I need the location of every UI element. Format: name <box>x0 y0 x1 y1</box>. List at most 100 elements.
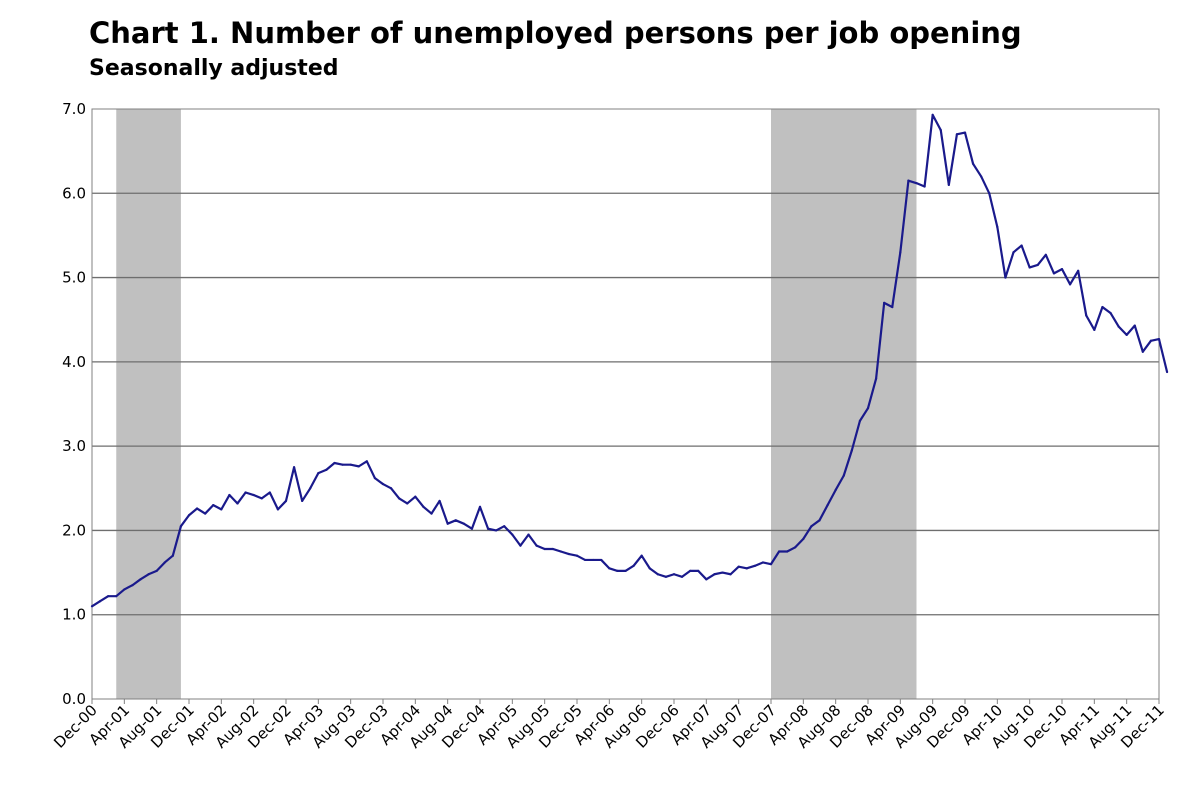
data-point <box>131 584 134 587</box>
data-point <box>737 565 740 568</box>
data-point <box>608 567 611 570</box>
data-point <box>777 550 781 553</box>
data-point <box>252 493 255 497</box>
data-point <box>559 550 562 553</box>
data-point <box>301 499 304 503</box>
data-point <box>769 563 773 566</box>
data-point <box>406 502 409 505</box>
data-point <box>292 466 296 469</box>
data-point <box>1125 333 1128 336</box>
data-point <box>575 554 579 557</box>
data-point <box>333 461 336 465</box>
data-point <box>349 463 352 466</box>
data-point <box>325 468 328 471</box>
data-point <box>365 460 368 463</box>
data-point <box>495 529 498 532</box>
data-point <box>220 508 223 511</box>
data-point <box>721 571 724 574</box>
data-point <box>850 449 853 452</box>
data-point <box>866 407 870 410</box>
data-point <box>761 561 765 564</box>
data-point <box>462 522 465 525</box>
data-point <box>511 533 514 536</box>
y-tick-label: 4.0 <box>62 353 86 371</box>
data-point <box>535 544 538 547</box>
data-point <box>1149 339 1153 342</box>
data-point <box>907 179 910 182</box>
data-point <box>947 183 950 186</box>
data-point <box>818 519 821 522</box>
data-point <box>195 507 199 510</box>
data-point <box>600 558 603 562</box>
y-tick-label: 2.0 <box>62 521 86 539</box>
data-point <box>624 569 627 572</box>
data-point <box>284 499 288 503</box>
data-point <box>1157 338 1161 341</box>
data-point <box>648 567 651 570</box>
data-point <box>309 487 312 490</box>
data-point <box>341 463 344 466</box>
data-point <box>713 573 716 576</box>
data-point <box>276 508 280 511</box>
data-point <box>883 301 886 304</box>
data-point <box>1077 269 1080 272</box>
data-point <box>640 554 643 557</box>
data-point <box>551 547 554 551</box>
data-point <box>519 544 522 547</box>
data-point <box>486 527 490 530</box>
data-point <box>672 573 676 576</box>
data-point <box>915 182 918 185</box>
data-point <box>980 175 983 178</box>
data-point <box>212 504 215 507</box>
data-point <box>616 569 619 572</box>
data-point <box>317 472 320 475</box>
data-point <box>705 578 708 581</box>
y-tick-label: 1.0 <box>62 606 86 624</box>
y-tick-label: 6.0 <box>62 184 86 202</box>
data-point <box>680 575 684 578</box>
data-point <box>422 505 425 508</box>
data-point <box>373 477 377 480</box>
y-tick-label: 0.0 <box>62 690 86 708</box>
y-tick-label: 3.0 <box>62 437 86 455</box>
data-point <box>955 133 959 136</box>
data-point <box>753 564 756 567</box>
data-point <box>842 474 845 477</box>
data-point <box>794 546 797 549</box>
data-point <box>939 128 942 132</box>
data-point <box>1141 350 1144 353</box>
data-point <box>826 504 829 507</box>
data-point <box>891 305 894 309</box>
data-point <box>398 497 401 500</box>
data-point <box>228 493 231 497</box>
data-point <box>90 605 94 608</box>
data-point <box>107 595 110 598</box>
data-point <box>244 491 247 494</box>
data-point <box>446 522 449 525</box>
data-point <box>98 600 102 603</box>
chart-title: Chart 1. Number of unemployed persons pe… <box>89 16 1022 50</box>
data-point <box>1060 268 1064 271</box>
data-point <box>470 527 474 530</box>
data-point <box>430 512 433 515</box>
data-point <box>236 502 239 505</box>
data-point <box>1165 370 1169 374</box>
series-line <box>91 113 1169 608</box>
data-point <box>163 561 166 564</box>
data-point <box>786 550 789 553</box>
data-point <box>204 512 207 515</box>
data-point <box>527 533 530 536</box>
data-point <box>963 131 967 134</box>
data-point <box>438 499 441 503</box>
data-point <box>1020 244 1023 247</box>
data-point <box>1068 283 1072 286</box>
data-point <box>454 519 457 522</box>
data-point <box>1036 263 1039 267</box>
data-point <box>858 419 862 422</box>
data-point <box>996 225 999 229</box>
data-point <box>389 487 393 490</box>
recession-shading-1 <box>116 109 181 699</box>
data-point <box>381 482 385 486</box>
data-point <box>874 377 878 380</box>
